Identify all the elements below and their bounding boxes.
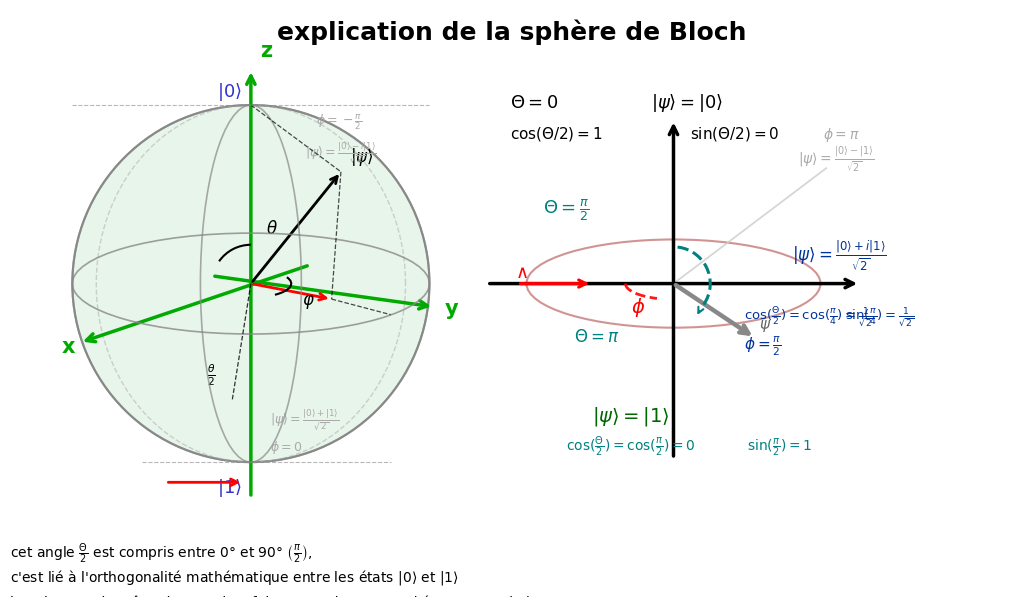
- Text: $\psi$: $\psi$: [760, 318, 772, 334]
- Text: $\phi = \pi$: $\phi = \pi$: [822, 126, 859, 144]
- Text: $\phi = -\frac{\pi}{2}$: $\phi = -\frac{\pi}{2}$: [316, 113, 362, 132]
- Text: $\cos(\frac{\Theta}{2}) = \cos(\frac{\pi}{4}) = \frac{1}{\sqrt{2}}$: $\cos(\frac{\Theta}{2}) = \cos(\frac{\pi…: [743, 306, 874, 330]
- Text: $|1\rangle$: $|1\rangle$: [217, 477, 242, 499]
- Text: $\frac{\theta}{2}$: $\frac{\theta}{2}$: [208, 362, 216, 388]
- Text: $\wedge$: $\wedge$: [515, 264, 528, 282]
- Text: $\phi$: $\phi$: [631, 296, 645, 319]
- Text: $|\psi\rangle = |0\rangle$: $|\psi\rangle = |0\rangle$: [651, 93, 723, 114]
- Text: $\sin(\frac{\pi}{4}) = \frac{1}{\sqrt{2}}$: $\sin(\frac{\pi}{4}) = \frac{1}{\sqrt{2}…: [846, 306, 914, 330]
- Text: $|\psi\rangle$: $|\psi\rangle$: [350, 146, 374, 168]
- Text: explication de la sphère de Bloch: explication de la sphère de Bloch: [278, 19, 746, 45]
- Ellipse shape: [73, 105, 429, 462]
- Text: cet angle $\frac{\Theta}{2}$ est compris entre 0° et 90° $\left(\frac{\pi}{2}\ri: cet angle $\frac{\Theta}{2}$ est compris…: [10, 541, 312, 566]
- Text: $\theta$: $\theta$: [266, 220, 279, 238]
- Text: $\varphi$: $\varphi$: [302, 293, 314, 311]
- Text: $\sin(\frac{\pi}{2}) = 1$: $\sin(\frac{\pi}{2}) = 1$: [746, 436, 812, 458]
- Text: $|\psi\rangle = \frac{|0\rangle + i|1\rangle}{\sqrt{2}}$: $|\psi\rangle = \frac{|0\rangle + i|1\ra…: [793, 238, 887, 273]
- Text: $\cos(\frac{\Theta}{2}) = \cos(\frac{\pi}{2}) = 0$: $\cos(\frac{\Theta}{2}) = \cos(\frac{\pi…: [566, 434, 695, 458]
- Text: $|\psi\rangle = |1\rangle$: $|\psi\rangle = |1\rangle$: [592, 405, 670, 428]
- Text: c'est lié à l'orthogonalité mathématique entre les états $|0\rangle$ et $|1\rang: c'est lié à l'orthogonalité mathématique…: [10, 568, 459, 587]
- Text: $\phi = \frac{\pi}{2}$: $\phi = \frac{\pi}{2}$: [743, 334, 781, 358]
- Text: $\phi = 0$: $\phi = 0$: [269, 439, 302, 456]
- Text: $|0\rangle$: $|0\rangle$: [217, 81, 242, 103]
- Text: $|\psi\rangle=\frac{|0\rangle-i|1\rangle}{\sqrt{2}}$: $|\psi\rangle=\frac{|0\rangle-i|1\rangle…: [305, 140, 377, 165]
- Text: $\sin(\Theta/2) = 0$: $\sin(\Theta/2) = 0$: [690, 125, 780, 143]
- Text: $\cos(\Theta/2) = 1$: $\cos(\Theta/2) = 1$: [510, 125, 602, 143]
- Text: $|\psi\rangle = \frac{|0\rangle - |1\rangle}{\sqrt{2}}$: $|\psi\rangle = \frac{|0\rangle - |1\ran…: [798, 145, 874, 176]
- Text: z: z: [260, 41, 272, 61]
- Text: l'angle Θ est le même lorsque l'on fait tourner le vecteur d'état autour de l'ax: l'angle Θ est le même lorsque l'on fait …: [10, 595, 570, 597]
- Text: $|\psi\rangle=\frac{|0\rangle+|1\rangle}{\sqrt{2}}$: $|\psi\rangle=\frac{|0\rangle+|1\rangle}…: [269, 407, 339, 432]
- Text: $\Theta = \pi$: $\Theta = \pi$: [574, 328, 620, 346]
- Text: x: x: [61, 337, 75, 358]
- Text: y: y: [445, 298, 459, 319]
- Text: $\Theta = 0$: $\Theta = 0$: [510, 94, 558, 112]
- Text: $\Theta = \frac{\pi}{2}$: $\Theta = \frac{\pi}{2}$: [544, 197, 590, 223]
